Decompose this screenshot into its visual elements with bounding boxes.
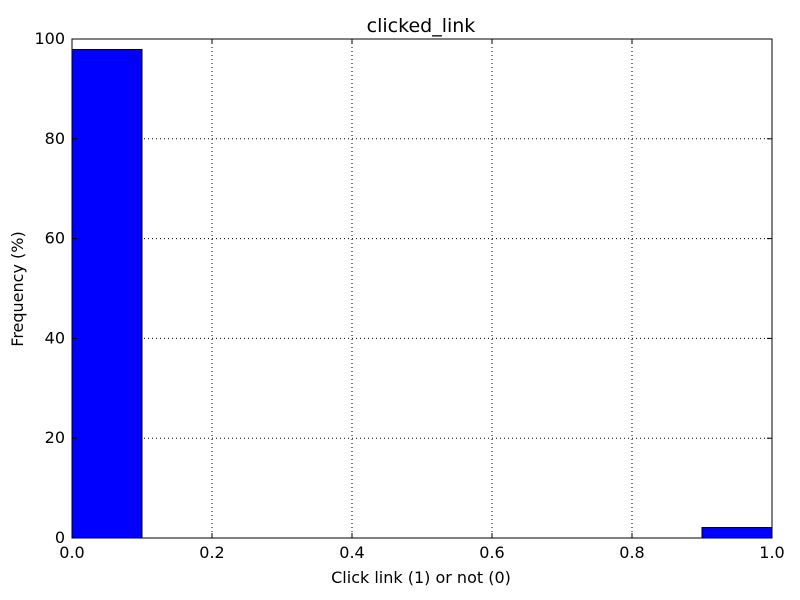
histogram-bar bbox=[71, 48, 143, 539]
histogram-bar bbox=[701, 527, 773, 539]
y-tick-label: 20 bbox=[45, 428, 65, 447]
y-tick-label: 60 bbox=[45, 229, 65, 248]
y-tick-label: 40 bbox=[45, 328, 65, 347]
x-tick-label: 0.8 bbox=[619, 543, 644, 562]
x-axis-title: Click link (1) or not (0) bbox=[331, 568, 511, 587]
plot-frame bbox=[71, 38, 773, 539]
x-tick-label: 0.4 bbox=[339, 543, 364, 562]
grid bbox=[72, 39, 772, 538]
y-axis-title: Frequency (%) bbox=[8, 231, 27, 346]
x-tick-label: 0.6 bbox=[479, 543, 504, 562]
x-tick-label: 1.0 bbox=[759, 543, 784, 562]
chart-title: clicked_link bbox=[367, 15, 476, 37]
y-tick-label: 100 bbox=[34, 29, 65, 48]
x-tick-label: 0.0 bbox=[59, 543, 84, 562]
bars bbox=[71, 48, 773, 539]
axis-ticks: 0.0 0.2 0.4 0.6 0.8 1.0 0 20 40 60 80 100 bbox=[34, 29, 784, 562]
x-tick-label: 0.2 bbox=[199, 543, 224, 562]
y-tick-label: 80 bbox=[45, 129, 65, 148]
y-tick-label: 0 bbox=[55, 528, 65, 547]
